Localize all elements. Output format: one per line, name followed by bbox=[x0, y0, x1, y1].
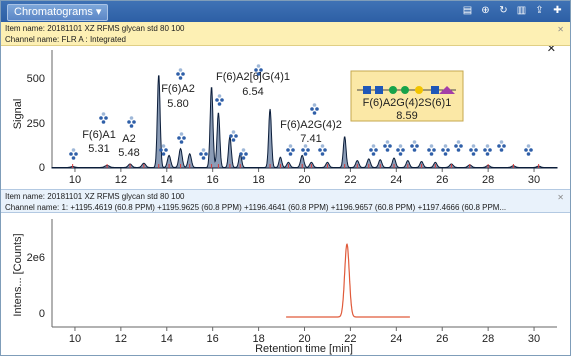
glycan-glyph-icon bbox=[159, 144, 168, 156]
x-tick-label: 10 bbox=[69, 174, 81, 186]
bottom-chart[interactable]: Intens... [Counts] 0 2e6 10 12 14 16 18 20 22 2… bbox=[1, 213, 570, 355]
x-tick-label: 16 bbox=[207, 333, 219, 345]
glycan-glyph-icon bbox=[427, 144, 436, 156]
top-trace bbox=[51, 75, 558, 169]
x-tick-label: 18 bbox=[252, 333, 264, 345]
annotation-name-4: F(6)A2[6]G(4)1 bbox=[216, 71, 290, 83]
grid-icon[interactable]: ▤ bbox=[462, 5, 473, 16]
x-tick-label: 16 bbox=[207, 174, 219, 186]
annotation-rt-2: 5.48 bbox=[118, 147, 139, 159]
bottom-item-name: Item name: 20181101 XZ RFMS glycan std 8… bbox=[5, 192, 185, 201]
top-plot-area bbox=[52, 50, 557, 168]
glycan-glyph-icon bbox=[454, 140, 463, 152]
x-tick-label: 14 bbox=[161, 333, 173, 345]
x-tick-label: 14 bbox=[161, 174, 173, 186]
x-tick-label: 10 bbox=[69, 333, 81, 345]
export-icon[interactable]: ⇪ bbox=[535, 5, 544, 16]
x-tick-label: 22 bbox=[344, 333, 356, 345]
top-item-name: Item name: 20181101 XZ RFMS glycan std 8… bbox=[5, 24, 185, 33]
top-panel-header: Item name: 20181101 XZ RFMS glycan std 8… bbox=[1, 22, 570, 46]
chromatograms-tab[interactable]: Chromatograms ▾ bbox=[7, 4, 109, 21]
top-chart[interactable]: Signal 0 250 500 10 12 14 16 18 20 22 24 26 28 30 … bbox=[1, 46, 570, 189]
glycan-glyph-icon bbox=[286, 144, 295, 156]
glycan-glyph-icon bbox=[524, 144, 533, 156]
pin-icon-bottom[interactable]: ✕ bbox=[557, 193, 564, 202]
x-tick-label: 24 bbox=[390, 333, 402, 345]
annotation-name-1: F(6)A1 bbox=[82, 129, 116, 141]
glycan-glyph-icon bbox=[396, 144, 405, 156]
annotation-rt-1: 5.31 bbox=[88, 143, 109, 155]
toolbar-icons: ▤ ⊕ ↻ ▥ ⇪ ✚ bbox=[461, 4, 564, 19]
glycan-glyph-icon bbox=[369, 144, 378, 156]
annotation-name-6: F(6)A2G(4)2S(6)1 bbox=[363, 97, 452, 109]
annotation-rt-5: 7.41 bbox=[300, 133, 321, 145]
glycan-glyph-icon bbox=[254, 64, 263, 76]
x-tick-label: 12 bbox=[115, 174, 127, 186]
bottom-x-ticks: 10 12 14 16 18 20 22 24 26 28 30 bbox=[69, 327, 540, 345]
top-y-tick-0: 0 bbox=[39, 162, 45, 174]
x-tick-label: 24 bbox=[390, 174, 402, 186]
top-panel-close-icon[interactable]: ✕ bbox=[547, 46, 556, 55]
glycan-structure-icon bbox=[357, 86, 456, 94]
bottom-x-label: Retention time [min] bbox=[255, 343, 353, 355]
glycan-glyph-icon bbox=[239, 148, 248, 160]
annotation-rt-4: 6.54 bbox=[242, 86, 263, 98]
glycan-glyph-icon bbox=[410, 140, 419, 152]
bottom-y-tick-0: 0 bbox=[39, 308, 45, 320]
glycan-glyph-icon bbox=[497, 140, 506, 152]
top-x-ticks: 10 12 14 16 18 20 22 24 26 28 30 bbox=[69, 168, 540, 186]
glycan-glyph-icon bbox=[199, 148, 208, 160]
highlight-box bbox=[350, 70, 464, 122]
x-tick-label: 30 bbox=[528, 174, 540, 186]
bottom-panel-header: Item name: 20181101 XZ RFMS glycan std 8… bbox=[1, 189, 570, 213]
x-tick-label: 28 bbox=[482, 174, 494, 186]
glycan-glyph-icon bbox=[99, 112, 108, 124]
glycan-glyph-icon bbox=[301, 144, 310, 156]
glycan-glyph-icon bbox=[69, 148, 78, 160]
bottom-y-label: Intens... [Counts] bbox=[12, 233, 24, 316]
bottom-y-tick-1: 2e6 bbox=[27, 252, 45, 264]
annotation-name-2: A2 bbox=[122, 133, 135, 145]
top-y-label: Signal bbox=[12, 99, 24, 130]
toolbar: Chromatograms ▾ ▤ ⊕ ↻ ▥ ⇪ ✚ bbox=[1, 1, 570, 22]
x-tick-label: 26 bbox=[436, 174, 448, 186]
bottom-plot-area bbox=[52, 219, 557, 327]
x-tick-label: 26 bbox=[436, 333, 448, 345]
glycan-glyph-icon bbox=[318, 144, 327, 156]
glycan-glyphs bbox=[69, 64, 533, 160]
top-y-tick-2: 500 bbox=[27, 73, 45, 85]
crosshair-icon[interactable]: ✚ bbox=[553, 5, 562, 16]
glycan-glyph-icon bbox=[177, 132, 186, 144]
glycan-glyph-icon bbox=[383, 140, 392, 152]
top-y-tick-1: 250 bbox=[27, 118, 45, 130]
x-tick-label: 28 bbox=[482, 333, 494, 345]
annotation-name-5: F(6)A2G(4)2 bbox=[280, 119, 342, 131]
x-tick-label: 12 bbox=[115, 333, 127, 345]
glycan-glyph-icon bbox=[215, 94, 224, 106]
bottom-channel-name: Channel name: 1: +1195.4619 (60.8 PPM) +… bbox=[5, 203, 507, 212]
x-tick-label: 22 bbox=[344, 174, 356, 186]
refresh-icon[interactable]: ↻ bbox=[499, 5, 508, 16]
annotation-rt-3: 5.80 bbox=[167, 98, 188, 110]
glycan-glyph-icon bbox=[229, 130, 238, 142]
annotation-rt-6: 8.59 bbox=[396, 110, 417, 122]
chart-icon[interactable]: ▥ bbox=[516, 5, 527, 16]
x-tick-label: 20 bbox=[298, 333, 310, 345]
bottom-trace bbox=[286, 243, 410, 318]
annotation-name-3: F(6)A2 bbox=[161, 83, 195, 95]
glycan-glyph-icon bbox=[127, 116, 136, 128]
x-tick-label: 30 bbox=[528, 333, 540, 345]
pin-icon[interactable]: ✕ bbox=[557, 25, 564, 34]
top-channel-name: Channel name: FLR A : Integrated bbox=[5, 35, 126, 44]
integration-marks bbox=[72, 164, 540, 168]
glycan-glyph-icon bbox=[176, 68, 185, 80]
zoom-icon[interactable]: ⊕ bbox=[481, 5, 490, 16]
glycan-glyph-icon bbox=[310, 103, 319, 115]
x-tick-label: 20 bbox=[298, 174, 310, 186]
x-tick-label: 18 bbox=[252, 174, 264, 186]
glycan-glyph-icon bbox=[483, 144, 492, 156]
glycan-glyph-icon bbox=[441, 144, 450, 156]
glycan-glyph-icon bbox=[469, 144, 478, 156]
